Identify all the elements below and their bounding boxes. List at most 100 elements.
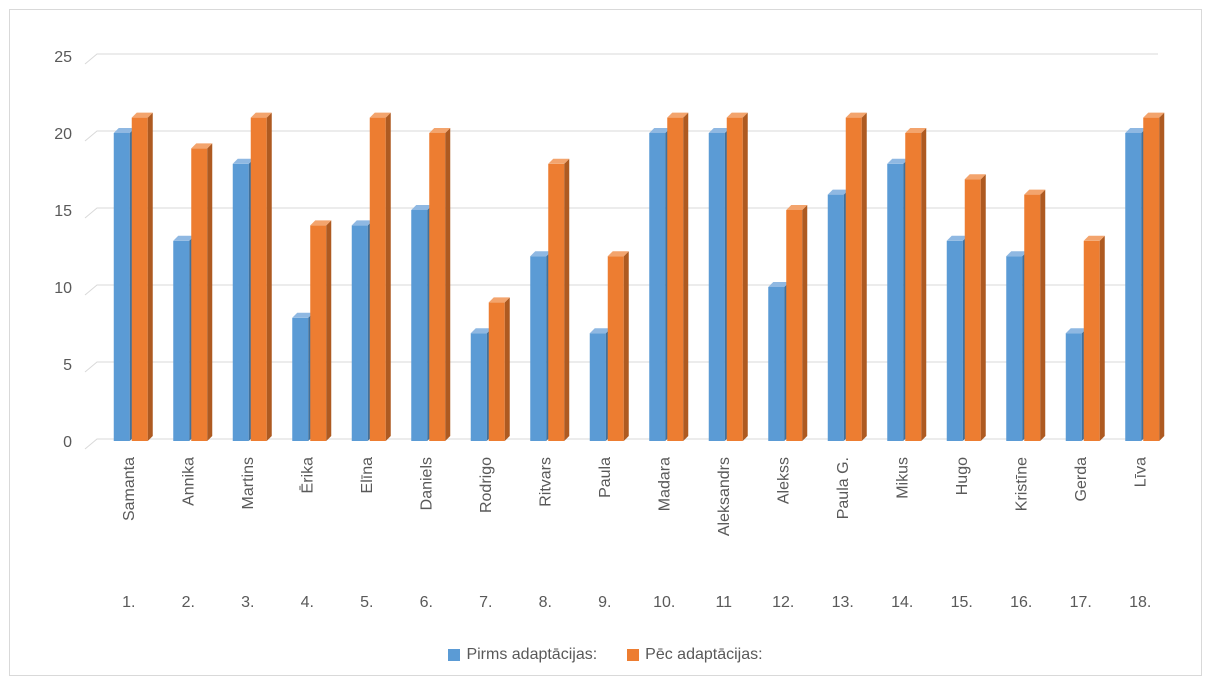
bar-after — [727, 118, 743, 441]
bar-after-side — [1100, 236, 1105, 441]
bar-before — [233, 164, 249, 441]
y-tick-label: 10 — [54, 280, 72, 297]
bar-after-side — [921, 128, 926, 441]
bar-after-side — [148, 113, 153, 441]
bar-after-side — [445, 128, 450, 441]
category-number: 18. — [1129, 594, 1151, 611]
category-label: Aleksandrs — [716, 457, 733, 536]
bar-after-side — [1040, 190, 1045, 441]
category-label: Hugo — [954, 457, 971, 495]
category-label: Līva — [1132, 457, 1149, 487]
category-label: Ritvars — [537, 457, 554, 507]
legend-label-before: Pirms adaptācijas: — [466, 646, 597, 664]
bar-after-side — [207, 143, 212, 441]
bar-after — [1024, 195, 1040, 441]
category-number: 8. — [539, 594, 552, 611]
category-number: 13. — [832, 594, 854, 611]
category-label: Samanta — [121, 457, 138, 521]
legend: Pirms adaptācijas: Pēc adaptācijas: — [0, 646, 1211, 664]
bar-after-side — [267, 113, 272, 441]
bar-after-side — [326, 220, 331, 441]
category-label: Ērika — [298, 457, 316, 494]
bar-after — [846, 118, 862, 441]
bar-after — [429, 133, 445, 441]
category-label: Daniels — [418, 457, 435, 510]
bar-before — [828, 195, 844, 441]
bar-before — [1125, 133, 1141, 441]
category-number: 5. — [360, 594, 373, 611]
bar-after-side — [802, 205, 807, 441]
bar-before — [114, 133, 130, 441]
bar-before — [768, 287, 784, 441]
bar-before — [173, 241, 189, 441]
bar-after — [310, 225, 326, 441]
bar-after — [548, 164, 564, 441]
bar-before — [887, 164, 903, 441]
bar-before — [352, 225, 368, 441]
bar-after — [786, 210, 802, 441]
bar-after-side — [981, 174, 986, 441]
category-label: Madara — [656, 457, 673, 511]
category-label: Gerda — [1073, 457, 1090, 502]
legend-swatch-before — [448, 649, 460, 661]
category-number: 4. — [301, 594, 314, 611]
category-label: Elīna — [359, 457, 376, 494]
legend-item-before: Pirms adaptācijas: — [448, 646, 597, 664]
category-label: Paula G. — [835, 457, 852, 519]
category-label: Paula — [597, 457, 614, 498]
category-number: 12. — [772, 594, 794, 611]
legend-swatch-after — [627, 649, 639, 661]
category-label: Alekss — [775, 457, 792, 504]
bars — [114, 113, 1165, 441]
bar-before — [471, 333, 487, 441]
category-number: 3. — [241, 594, 254, 611]
y-axis-ticks: 0 5 10 15 20 25 — [54, 49, 72, 451]
category-label: Rodrigo — [478, 457, 495, 513]
category-label: Mikus — [894, 457, 911, 499]
bar-after — [370, 118, 386, 441]
bar-after — [905, 133, 921, 441]
category-label: Kristīne — [1013, 457, 1030, 511]
category-label: Annika — [180, 457, 197, 506]
bar-before — [709, 133, 725, 441]
bar-after — [132, 118, 148, 441]
y-tick-label: 5 — [63, 357, 72, 374]
category-number: 14. — [891, 594, 913, 611]
bar-before — [530, 256, 546, 441]
gridline — [85, 131, 1158, 141]
y-tick-label: 0 — [63, 434, 72, 451]
bar-after — [489, 302, 505, 441]
y-tick-label: 15 — [54, 203, 72, 220]
bar-before — [1006, 256, 1022, 441]
bar-after — [1143, 118, 1159, 441]
category-number: 10. — [653, 594, 675, 611]
category-number: 7. — [479, 594, 492, 611]
bar-after — [251, 118, 267, 441]
y-tick-label: 20 — [54, 126, 72, 143]
bar-after-side — [683, 113, 688, 441]
bar-before — [411, 210, 427, 441]
bar-after-side — [564, 159, 569, 441]
category-number: 9. — [598, 594, 611, 611]
category-number: 15. — [951, 594, 973, 611]
bar-after-side — [862, 113, 867, 441]
legend-item-after: Pēc adaptācijas: — [627, 646, 762, 664]
bar-after — [191, 148, 207, 441]
bar-before — [649, 133, 665, 441]
bar-after-side — [743, 113, 748, 441]
bar-before — [947, 241, 963, 441]
bar-after — [1084, 241, 1100, 441]
bar-after — [667, 118, 683, 441]
category-number: 11 — [715, 594, 732, 611]
bar-before — [590, 333, 606, 441]
y-tick-label: 25 — [54, 49, 72, 66]
category-number: 2. — [182, 594, 195, 611]
bar-after-side — [1159, 113, 1164, 441]
bar-after-side — [386, 113, 391, 441]
x-axis-labels: Samanta 1. Annika 2. Martins 3. Ērika 4. Elīna 5.… — [121, 457, 1152, 611]
category-number: 6. — [420, 594, 433, 611]
category-number: 17. — [1070, 594, 1092, 611]
bar-before — [1066, 333, 1082, 441]
category-number: 16. — [1010, 594, 1032, 611]
